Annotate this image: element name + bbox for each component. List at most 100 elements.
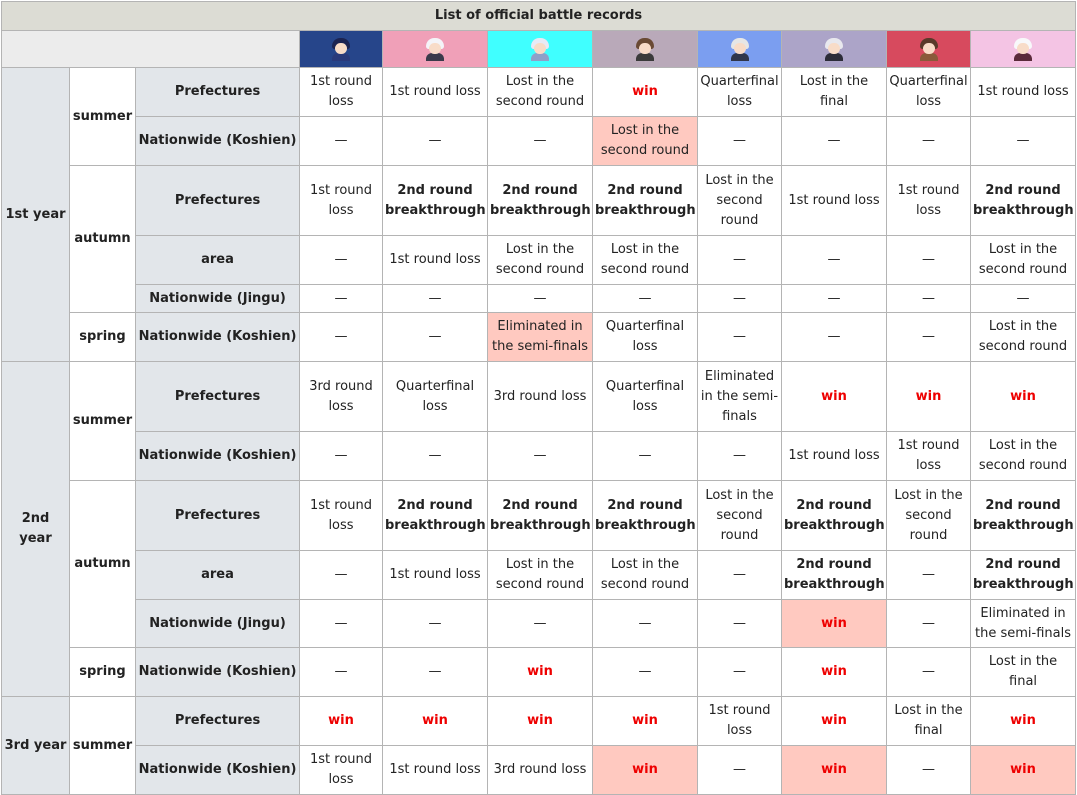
tournament-prefectures: Prefectures xyxy=(135,361,300,432)
result-cell: win xyxy=(487,696,593,746)
tournament-jingu: Nationwide (Jingu) xyxy=(135,284,300,313)
result-cell: — xyxy=(969,116,1077,166)
result-cell: win xyxy=(592,745,698,795)
result-cell: — xyxy=(592,647,698,697)
result-cell: win xyxy=(969,745,1077,795)
season-spring: spring xyxy=(69,312,136,362)
tournament-koshien: Nationwide (Koshien) xyxy=(135,431,300,481)
result-cell: — xyxy=(886,116,971,166)
season-autumn: autumn xyxy=(69,480,136,648)
result-cell: — xyxy=(969,284,1077,313)
result-cell: 1st round loss xyxy=(886,431,971,481)
result-cell: — xyxy=(382,431,488,481)
year-label-2: 2nd year xyxy=(1,361,70,697)
result-cell: — xyxy=(299,235,383,285)
result-cell: 2nd round breakthrough xyxy=(969,165,1077,236)
result-cell: win xyxy=(781,745,887,795)
result-cell: 3rd round loss xyxy=(487,361,593,432)
character-3-icon xyxy=(528,37,552,61)
result-cell: — xyxy=(382,312,488,362)
tournament-prefectures: Prefectures xyxy=(135,480,300,551)
result-cell: 1st round loss xyxy=(299,480,383,551)
result-cell: Lost in the second round xyxy=(969,312,1077,362)
result-cell: — xyxy=(697,312,782,362)
tournament-prefectures: Prefectures xyxy=(135,165,300,236)
result-cell: — xyxy=(697,284,782,313)
result-cell: 3rd round loss xyxy=(299,361,383,432)
table-row: Nationwide (Jingu) — — — — — — — — xyxy=(2,284,1077,313)
result-cell: — xyxy=(886,647,971,697)
result-cell: — xyxy=(487,116,593,166)
result-cell: 2nd round breakthrough xyxy=(382,480,488,551)
avatar-header-cell xyxy=(969,30,1077,68)
table-row: 1st year summer Prefectures 1st round lo… xyxy=(1,67,1077,362)
table-row: spring Nationwide (Koshien) — — win — — win — L… xyxy=(2,647,1077,697)
season-summer: summer xyxy=(69,361,136,481)
tournament-prefectures: Prefectures xyxy=(135,696,300,746)
result-cell: — xyxy=(299,599,383,648)
tournament-prefectures: Prefectures xyxy=(135,67,300,117)
result-cell: win xyxy=(781,696,887,746)
result-cell: win xyxy=(781,647,887,697)
result-cell: 2nd round breakthrough xyxy=(592,165,698,236)
result-cell: 2nd round breakthrough xyxy=(781,480,887,551)
avatar-header-cell xyxy=(592,30,698,68)
result-cell: 2nd round breakthrough xyxy=(969,480,1077,551)
character-5-icon xyxy=(728,37,752,61)
result-cell: Eliminated in the semi-finals xyxy=(487,312,593,362)
result-cell: Lost in the second round xyxy=(697,480,782,551)
season-summer: summer xyxy=(69,696,136,795)
table-row: spring Nationwide (Koshien) — — Eliminated… xyxy=(2,312,1077,362)
result-cell: Lost in the second round xyxy=(969,235,1077,285)
result-cell: — xyxy=(299,116,383,166)
tournament-koshien: Nationwide (Koshien) xyxy=(135,647,300,697)
result-cell: 2nd round breakthrough xyxy=(781,550,887,600)
result-cell: — xyxy=(697,235,782,285)
result-cell: Lost in the final xyxy=(886,696,971,746)
tournament-area: area xyxy=(135,235,300,285)
year-label-1: 1st year xyxy=(1,67,70,362)
result-cell: 2nd round breakthrough xyxy=(487,480,593,551)
result-cell: — xyxy=(592,599,698,648)
result-cell: 1st round loss xyxy=(299,165,383,236)
result-cell: — xyxy=(487,431,593,481)
result-cell: 2nd round breakthrough xyxy=(969,550,1077,600)
result-cell: — xyxy=(886,599,971,648)
result-cell: Lost in the second round xyxy=(487,550,593,600)
result-cell: 1st round loss xyxy=(697,696,782,746)
avatar-header-cell xyxy=(697,30,782,68)
result-cell: Quarterfinal loss xyxy=(592,312,698,362)
result-cell: Lost in the second round xyxy=(487,235,593,285)
avatar-header-cell xyxy=(487,30,593,68)
result-cell: win xyxy=(969,696,1077,746)
result-cell: 1st round loss xyxy=(382,550,488,600)
result-cell: Quarterfinal loss xyxy=(592,361,698,432)
tournament-koshien: Nationwide (Koshien) xyxy=(135,312,300,362)
result-cell: — xyxy=(382,599,488,648)
result-cell: 1st round loss xyxy=(299,67,383,117)
result-cell: — xyxy=(697,647,782,697)
year-label-3: 3rd year xyxy=(1,696,70,795)
table-row: Nationwide (Koshien) 1st round loss 1st r… xyxy=(2,745,1077,795)
result-cell: — xyxy=(382,116,488,166)
table-row: 2nd year summer Prefectures 3rd round lo… xyxy=(1,361,1077,697)
result-cell: — xyxy=(592,284,698,313)
result-cell: win xyxy=(382,696,488,746)
avatar-header-cell xyxy=(299,30,383,68)
result-cell: 1st round loss xyxy=(969,67,1077,117)
result-cell: — xyxy=(487,599,593,648)
result-cell: — xyxy=(382,284,488,313)
result-cell: — xyxy=(886,235,971,285)
result-cell: — xyxy=(886,550,971,600)
result-cell: Lost in the second round xyxy=(592,235,698,285)
result-cell: 1st round loss xyxy=(299,745,383,795)
table-title: List of official battle records xyxy=(0,1,1077,31)
season-spring: spring xyxy=(69,647,136,697)
season-summer: summer xyxy=(69,67,136,166)
result-cell: — xyxy=(299,647,383,697)
tournament-koshien: Nationwide (Koshien) xyxy=(135,745,300,795)
result-cell: — xyxy=(299,312,383,362)
avatar-header-cell xyxy=(382,30,488,68)
result-cell: — xyxy=(697,550,782,600)
result-cell: Lost in the second round xyxy=(969,431,1077,481)
